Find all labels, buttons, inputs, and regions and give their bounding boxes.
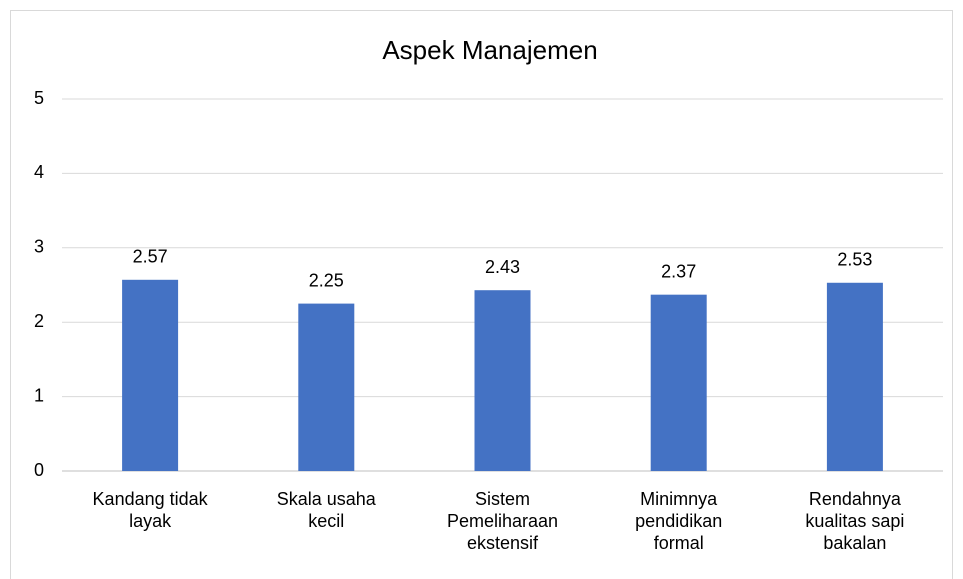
- x-tick-label: Skala usaha kecil: [277, 489, 377, 531]
- data-label: 2.43: [485, 257, 520, 277]
- bar: [826, 282, 883, 471]
- y-tick-label: 0: [34, 460, 44, 480]
- bar: [650, 294, 707, 471]
- y-tick-label: 3: [34, 237, 44, 257]
- y-tick-label: 1: [34, 385, 44, 405]
- data-label: 2.57: [133, 247, 168, 267]
- y-tick-label: 2: [34, 311, 44, 331]
- x-tick-label: Rendahnya kualitas sapi bakalan: [805, 489, 904, 553]
- data-label: 2.25: [309, 270, 344, 290]
- x-tick-label: Minimnya pendidikan formal: [635, 489, 722, 553]
- y-tick-label: 4: [34, 162, 44, 182]
- bar: [474, 290, 531, 471]
- data-label: 2.37: [661, 261, 696, 281]
- x-tick-label: Kandang tidak layak: [93, 489, 209, 531]
- bar: [298, 303, 355, 471]
- chart-title: Aspek Manajemen: [382, 35, 597, 65]
- data-label: 2.53: [837, 250, 872, 270]
- x-tick-label: Sistem Pemeliharaan ekstensif: [447, 489, 558, 553]
- y-tick-label: 5: [34, 88, 44, 108]
- bar: [122, 279, 179, 471]
